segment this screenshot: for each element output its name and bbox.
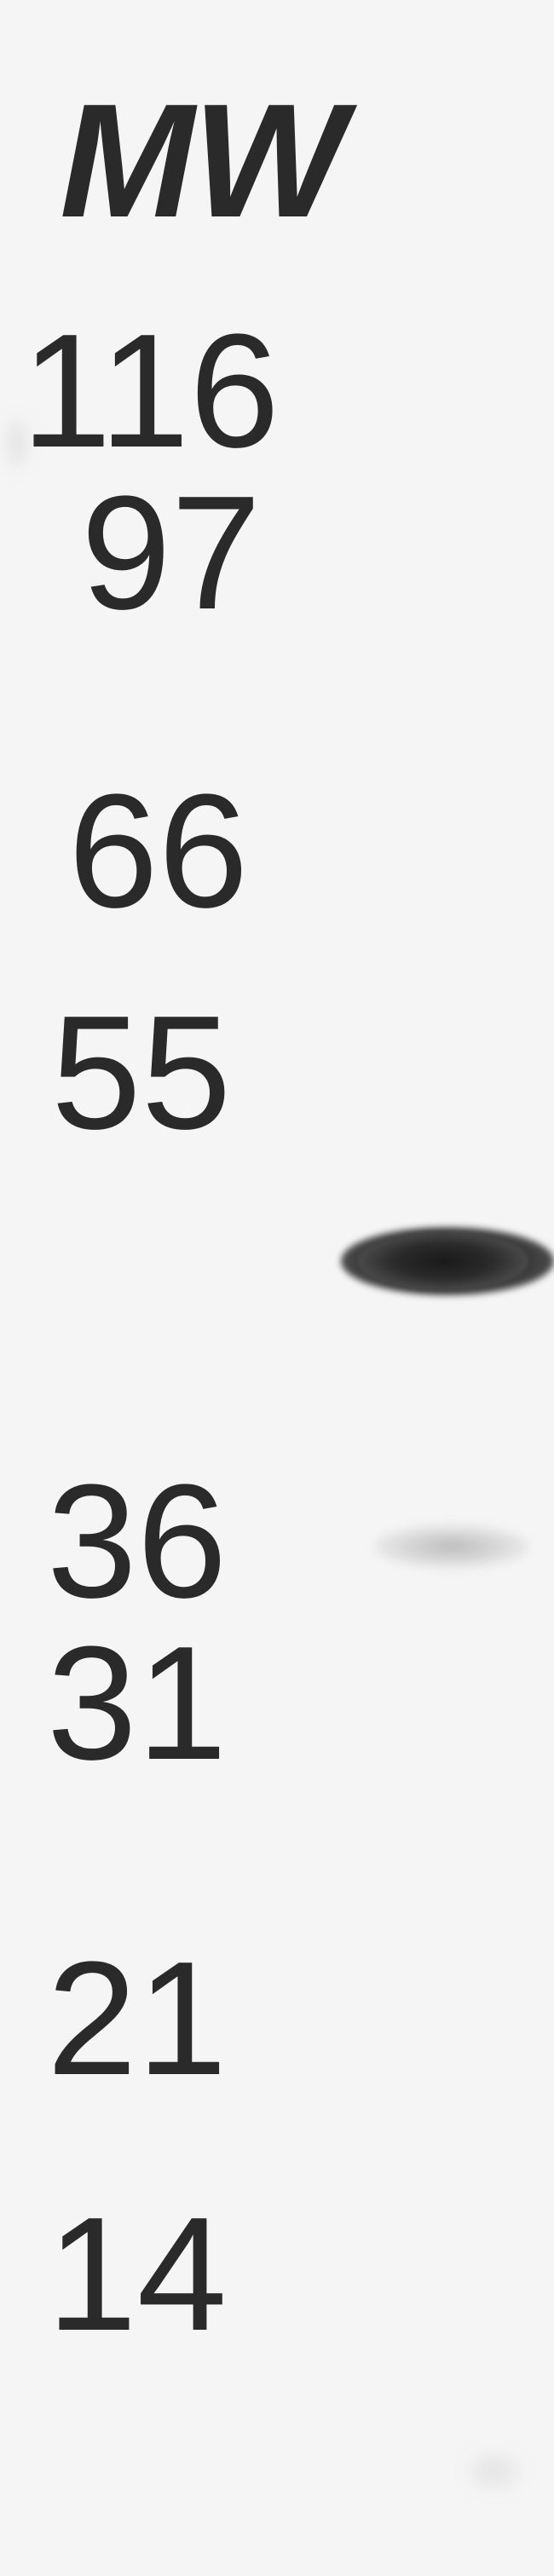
marker-36: 36	[47, 1449, 227, 1634]
marker-66: 66	[68, 758, 248, 944]
marker-97: 97	[81, 460, 261, 646]
marker-31: 31	[47, 1611, 227, 1796]
band-faint	[375, 1525, 528, 1568]
western-blot-image: MW 116 97 66 55 36 31 21 14	[0, 0, 554, 2576]
marker-55: 55	[51, 980, 231, 1166]
marker-14: 14	[47, 2181, 227, 2367]
artifact-left-edge	[0, 409, 34, 477]
mw-header-label: MW	[60, 68, 344, 254]
band-primary-overlay	[358, 1231, 528, 1291]
marker-21: 21	[47, 1926, 227, 2112]
marker-116: 116	[21, 298, 280, 484]
artifact-bottom	[460, 2446, 528, 2497]
